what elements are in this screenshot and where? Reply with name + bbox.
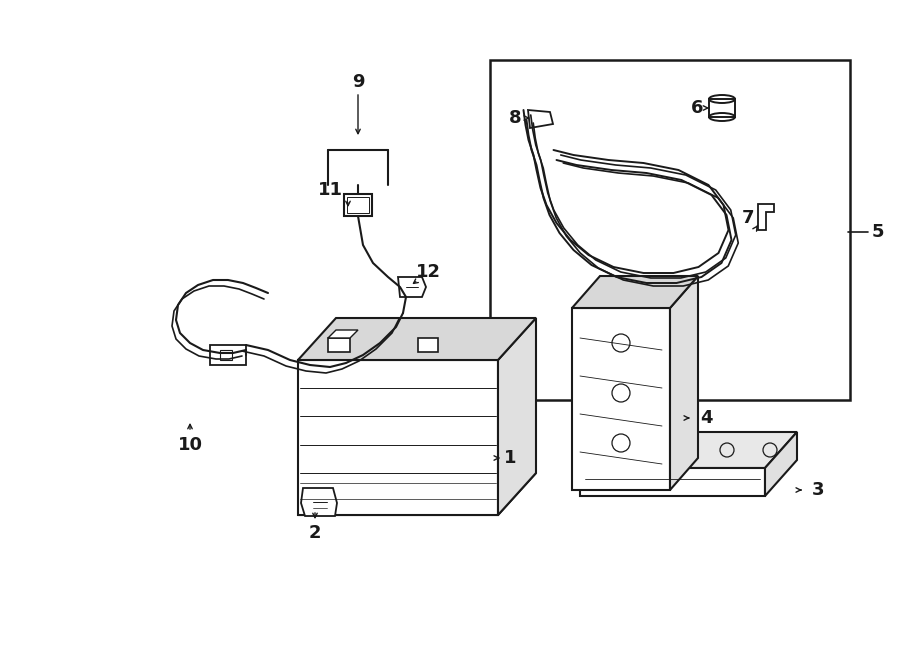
Polygon shape xyxy=(398,277,426,297)
Bar xyxy=(572,308,670,490)
Text: 7: 7 xyxy=(742,209,754,227)
Text: 6: 6 xyxy=(691,99,703,117)
Polygon shape xyxy=(298,473,536,515)
Bar xyxy=(580,468,765,496)
Bar xyxy=(490,60,850,400)
Bar xyxy=(328,338,350,352)
Bar xyxy=(418,338,438,352)
Bar xyxy=(298,360,498,515)
Bar xyxy=(347,197,369,213)
Bar xyxy=(709,99,735,117)
Polygon shape xyxy=(498,318,536,515)
Bar xyxy=(210,345,246,365)
Text: 9: 9 xyxy=(352,73,365,91)
Text: 1: 1 xyxy=(504,449,517,467)
Text: 11: 11 xyxy=(318,181,343,199)
Text: 2: 2 xyxy=(309,524,321,542)
Text: 3: 3 xyxy=(812,481,824,499)
Bar xyxy=(220,350,232,360)
Text: 10: 10 xyxy=(177,436,202,454)
Text: 8: 8 xyxy=(508,109,521,127)
Polygon shape xyxy=(580,432,797,468)
Bar xyxy=(344,194,372,216)
Polygon shape xyxy=(670,276,698,490)
Text: 4: 4 xyxy=(700,409,712,427)
Polygon shape xyxy=(765,432,797,496)
Polygon shape xyxy=(298,318,536,360)
Polygon shape xyxy=(572,276,698,308)
Text: 12: 12 xyxy=(416,263,440,281)
Text: 5: 5 xyxy=(872,223,884,241)
Polygon shape xyxy=(301,488,337,516)
Polygon shape xyxy=(328,330,358,338)
